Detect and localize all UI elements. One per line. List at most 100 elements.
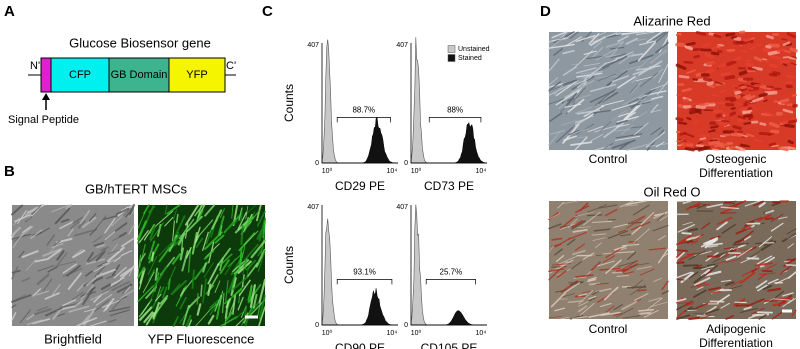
cell-streak: [574, 295, 586, 298]
cell-streak: [93, 241, 105, 247]
arrow-head: [42, 93, 50, 100]
cell-streak: [650, 109, 662, 113]
cell-streak: [765, 34, 774, 40]
cell-streak: [742, 113, 753, 118]
cell-streak: [166, 204, 181, 215]
cell-streak: [200, 284, 203, 297]
cell-streak: [555, 90, 580, 106]
cell-streak: [61, 299, 77, 307]
cell-streak: [231, 204, 234, 219]
cell-streak: [677, 121, 688, 125]
cell-streak: [100, 246, 109, 252]
cell-streak: [749, 46, 756, 50]
cell-streak: [730, 280, 742, 287]
cell-streak: [591, 31, 607, 39]
cell-streak: [121, 283, 131, 295]
cell-streak: [657, 235, 666, 241]
cell-streak: [220, 315, 238, 327]
cell-streak: [569, 31, 579, 39]
cell-streak: [548, 129, 565, 136]
cell-streak: [578, 293, 588, 297]
cell-streak: [682, 302, 694, 307]
cell-streak: [604, 54, 623, 58]
cell-streak: [142, 271, 155, 293]
cell-streak: [697, 141, 703, 144]
c-term: C': [226, 60, 236, 72]
cell-streak: [572, 316, 588, 319]
cell-streak: [219, 259, 230, 275]
cell-streak: [756, 311, 773, 314]
cell-streak: [560, 223, 577, 230]
cell-streak: [593, 228, 611, 232]
cell-streak: [703, 77, 713, 83]
cell-streak: [615, 133, 643, 139]
cell-streak: [724, 96, 736, 101]
cell-streak: [572, 87, 586, 103]
cell-streak: [745, 59, 751, 63]
cell-streak: [643, 88, 656, 96]
cell-streak: [683, 45, 694, 50]
cell-streak: [630, 81, 642, 95]
cell-streak: [154, 210, 174, 228]
cell-streak: [558, 256, 577, 265]
cell-streak: [548, 77, 559, 86]
cell-streak: [633, 228, 650, 244]
cell-streak: [611, 101, 638, 111]
cell-streak: [738, 70, 748, 76]
cell-streak: [653, 211, 669, 219]
cell-streak: [548, 37, 569, 42]
cell-streak: [719, 144, 725, 149]
cell-streak: [224, 288, 243, 305]
legend-label: Unstained: [458, 46, 490, 53]
cell-streak: [599, 120, 612, 133]
cell-streak: [167, 278, 171, 290]
cell-streak: [613, 128, 630, 132]
cell-streak: [19, 225, 34, 238]
cell-streak: [597, 73, 616, 82]
image-caption: Adipogenic: [706, 322, 765, 336]
cell-streak: [787, 297, 797, 304]
cell-streak: [17, 210, 27, 224]
y-tick-label: 0: [315, 322, 319, 329]
cell-streak: [548, 98, 564, 105]
cell-streak: [76, 282, 86, 292]
cell-streak: [615, 32, 630, 35]
cell-streak: [767, 287, 781, 292]
cell-streak: [771, 201, 781, 207]
cell-streak: [769, 63, 778, 69]
cell-streak: [758, 314, 767, 320]
cell-streak: [710, 125, 719, 129]
marker-label: CD90 PE: [335, 341, 385, 349]
cell-streak: [614, 135, 641, 141]
cell-streak: [217, 247, 232, 266]
cell-streak: [602, 255, 616, 263]
cell-streak: [716, 221, 728, 231]
gene-title: Glucose Biosensor gene: [69, 35, 211, 50]
cell-streak: [637, 308, 655, 312]
cell-streak: [12, 231, 25, 249]
cell-streak: [613, 223, 628, 228]
cell-streak: [54, 261, 76, 267]
cell-streak: [676, 251, 685, 260]
cell-streak: [31, 204, 42, 215]
cell-streak: [181, 279, 194, 295]
cell-streak: [742, 94, 751, 99]
cell-streak: [256, 229, 263, 240]
cell-streak: [744, 200, 761, 207]
cell-streak: [25, 207, 37, 216]
cell-streak: [684, 132, 695, 138]
gate-bracket: [336, 279, 393, 285]
cell-streak: [743, 121, 752, 125]
cell-streak: [782, 63, 788, 67]
cell-streak: [675, 63, 687, 71]
cell-streak: [571, 261, 582, 270]
cell-streak: [25, 259, 37, 272]
cell-streak: [551, 237, 563, 241]
cell-streak: [626, 142, 652, 151]
cell-streak: [149, 225, 156, 240]
cell-streak: [611, 75, 629, 83]
cell-streak: [589, 90, 615, 103]
cell-streak: [594, 124, 621, 133]
cell-streak: [676, 298, 687, 303]
cell-streak: [605, 305, 615, 313]
